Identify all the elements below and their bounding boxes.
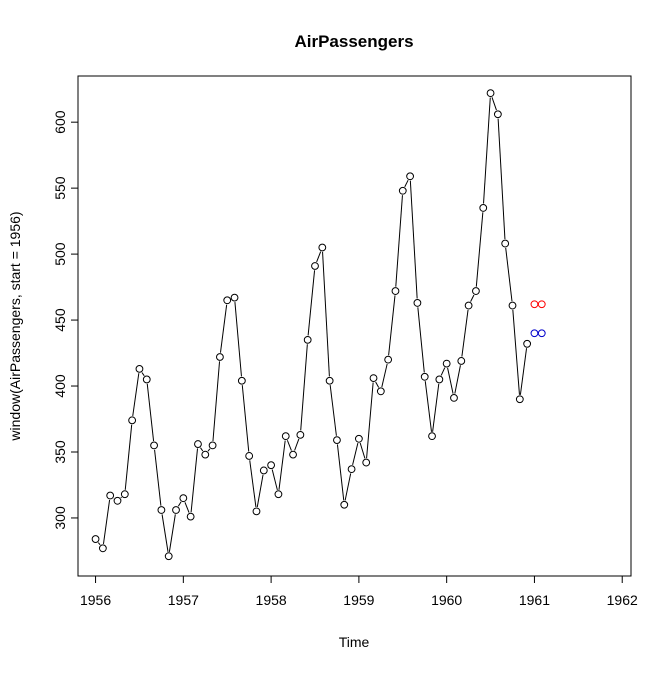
y-tick-label: 450: [52, 308, 68, 332]
x-tick-label: 1961: [519, 592, 550, 608]
x-tick-label: 1959: [343, 592, 374, 608]
chart-title: AirPassengers: [294, 32, 413, 51]
series-line-segment: [121, 497, 122, 498]
y-axis-label: window(AirPassengers, start = 1956): [7, 211, 23, 441]
x-tick-label: 1962: [607, 592, 638, 608]
x-tick-label: 1960: [431, 592, 462, 608]
y-tick-label: 350: [52, 440, 68, 464]
y-tick-label: 400: [52, 374, 68, 398]
y-tick-label: 300: [52, 506, 68, 530]
y-tick-label: 550: [52, 176, 68, 200]
x-tick-label: 1956: [80, 592, 111, 608]
x-tick-label: 1958: [256, 592, 287, 608]
y-tick-label: 500: [52, 242, 68, 266]
x-axis-label: Time: [339, 634, 370, 650]
x-tick-label: 1957: [168, 592, 199, 608]
y-tick-label: 600: [52, 110, 68, 134]
